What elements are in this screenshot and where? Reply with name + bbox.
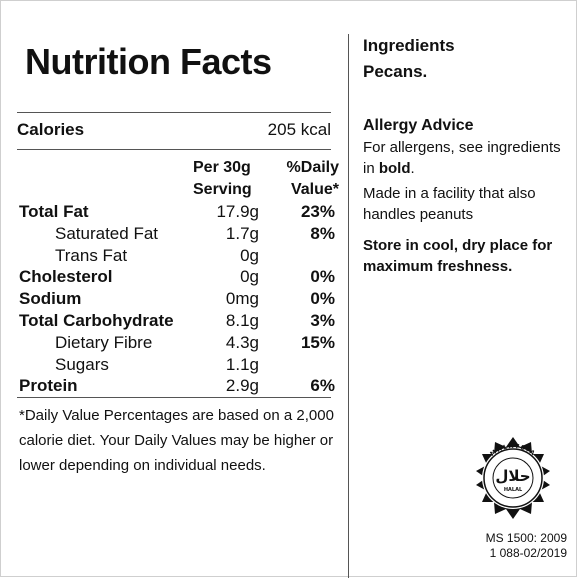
column-divider (348, 34, 349, 578)
nutrient-row: Sodium 0mg 0% (17, 288, 337, 310)
calories-divider (17, 149, 331, 150)
daily-value-footnote: *Daily Value Percentages are based on a … (19, 407, 334, 474)
nutrient-row: Protein 2.9g 6% (17, 375, 337, 397)
nutrient-name: Trans Fat (55, 245, 128, 265)
nutrient-name: Cholesterol (19, 267, 113, 287)
nutrient-name: Sodium (19, 289, 82, 309)
nutrient-row: Cholesterol 0g 0% (17, 266, 337, 288)
halal-cert-number: 1 088-02/2019 (489, 546, 567, 560)
nutrient-name: Sugars (55, 354, 109, 374)
nutrient-name: Total Fat (19, 202, 89, 221)
nutrient-amount: 2.9g (225, 376, 259, 396)
nutrient-daily-value: 0% (310, 289, 335, 309)
nutrient-amount: 1.7g (225, 223, 259, 243)
halal-logo-text: حلال (495, 467, 530, 485)
nutrient-amount: 8.1g (225, 311, 259, 330)
serving-header-line2: Serving (193, 181, 252, 198)
nutrient-amount: 1.1g (225, 354, 259, 374)
halal-standard: MS 1500: 2009 (485, 531, 567, 545)
nutrient-name: Dietary Fibre (55, 332, 153, 352)
serving-column-header: Per 30g Serving (193, 157, 261, 201)
nutrient-row: Total Fat 17.9g 23% (17, 201, 337, 223)
nutrient-amount: 0mg (225, 289, 259, 309)
nutrient-row: Trans Fat 0g (17, 245, 337, 267)
nutrient-daily-value: 8% (310, 223, 335, 243)
halal-certification-caption: MS 1500: 2009 1 088-02/2019 (467, 531, 567, 561)
nutrient-row: Total Carbohydrate 8.1g 3% (17, 310, 337, 332)
storage-note: Store in cool, dry place for maximum fre… (363, 237, 553, 275)
nutrient-daily-value: 0% (310, 267, 335, 287)
nutrient-name: Protein (19, 376, 78, 396)
calories-value: 205 kcal (267, 120, 331, 139)
nutrient-name: Saturated Fat (55, 223, 159, 243)
nutrient-amount: 4.3g (225, 332, 259, 352)
nutrient-daily-value: 23% (300, 202, 335, 221)
serving-header-line1: Per 30g (193, 159, 251, 176)
halal-logo-small-text: HALAL (504, 487, 523, 493)
allergen-note: For allergens, see ingredients in bold. (363, 137, 568, 179)
footnote-divider (17, 397, 331, 398)
daily-value-column-header: %Daily Value* (279, 157, 339, 201)
facility-note: Made in a facility that also handles pea… (363, 185, 536, 223)
nutrient-daily-value: 15% (300, 332, 335, 352)
dv-header-line2: Value* (290, 181, 339, 198)
nutrient-amount: 0g (240, 245, 259, 265)
nutrient-name: Total Carbohydrate (19, 311, 174, 330)
calories-label: Calories (17, 120, 85, 139)
ingredients-text: Pecans. (363, 62, 428, 81)
halal-logo-icon: MALAYSIA حلال HALAL (476, 437, 550, 519)
allergen-note-end: . (410, 160, 415, 177)
nutrient-row: Saturated Fat 1.7g 8% (17, 223, 337, 245)
nutrient-amount: 0g (240, 267, 259, 287)
nutrient-row: Sugars 1.1g (17, 354, 337, 376)
nutrition-facts-title: Nutrition Facts (25, 41, 272, 82)
allergen-note-text: For allergens, see ingredients in (363, 139, 561, 177)
allergy-advice-heading: Allergy Advice (363, 117, 474, 134)
nutrient-amount: 17.9g (216, 202, 259, 221)
nutrient-daily-value: 3% (310, 311, 335, 330)
title-divider (17, 112, 331, 113)
allergen-note-bold: bold (378, 160, 411, 177)
nutrient-daily-value: 6% (310, 376, 335, 396)
ingredients-heading: Ingredients (363, 36, 455, 55)
dv-header-line1: %Daily (286, 159, 339, 176)
nutrient-row: Dietary Fibre 4.3g 15% (17, 332, 337, 354)
